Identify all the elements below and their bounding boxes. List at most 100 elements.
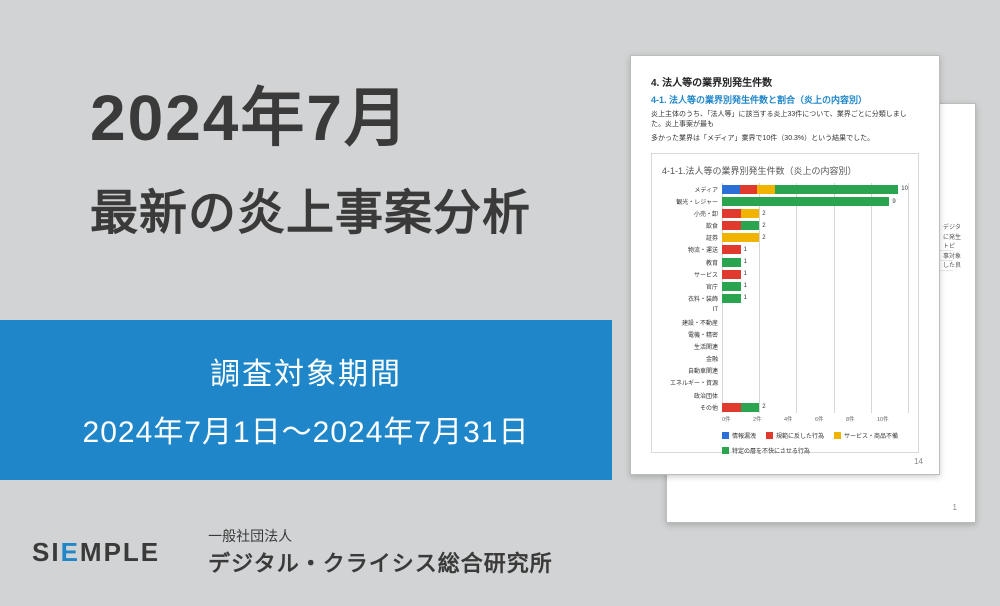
document-preview: デジタに発生トピ事対象した良 1 4. 法人等の業界別発生件数 4-1. 法人等… xyxy=(630,55,970,515)
xaxis-tick: 0件 xyxy=(722,415,753,423)
bar-segment xyxy=(722,403,741,412)
row-label: 飲食 xyxy=(662,221,722,230)
bar-segment xyxy=(722,294,741,303)
row-label: 観光・レジャー xyxy=(662,197,722,206)
row-value: 2 xyxy=(762,235,765,241)
row-bar xyxy=(722,354,908,363)
row-label: 教育 xyxy=(662,258,722,267)
legend-label: 規範に反した行為 xyxy=(776,431,824,440)
period-label: 調査対象期間 xyxy=(210,349,402,393)
row-value: 1 xyxy=(744,259,747,265)
legend-swatch xyxy=(722,432,729,439)
row-bar xyxy=(722,318,908,327)
row-value: 1 xyxy=(744,283,747,289)
row-bar: 1 xyxy=(722,282,908,291)
chart-row: 証券 2 xyxy=(662,232,908,244)
row-label: エネルギー・資源 xyxy=(662,378,722,387)
row-bar: 10 xyxy=(722,185,908,194)
row-bar xyxy=(722,306,908,315)
org-block: 一般社団法人 デジタル・クライシス総合研究所 xyxy=(208,526,553,578)
chart-row: 生活関連 xyxy=(662,341,908,353)
row-label: 証券 xyxy=(662,233,722,242)
row-label: 官庁 xyxy=(662,282,722,291)
row-label: 生活関連 xyxy=(662,342,722,351)
page-back-snippets: デジタに発生トピ事対象した良 xyxy=(943,224,961,272)
chart-row: 自動車関連 xyxy=(662,365,908,377)
bar-segment xyxy=(741,221,760,230)
bar-segment xyxy=(757,185,775,194)
org-top: 一般社団法人 xyxy=(208,526,553,546)
row-label: サービス xyxy=(662,270,722,279)
row-label: 金融 xyxy=(662,354,722,363)
chart-row: エネルギー・資源 xyxy=(662,377,908,389)
row-label: 物流・運送 xyxy=(662,245,722,254)
bar-segment xyxy=(722,209,741,218)
xaxis-tick: 2件 xyxy=(753,415,784,423)
section-desc-1: 炎上主体のうち、「法人等」に該当する炎上33件について、業界ごとに分類しました。… xyxy=(651,110,919,130)
chart-row: IT xyxy=(662,304,908,316)
row-label: 小売・卸 xyxy=(662,209,722,218)
row-label: 政治団体 xyxy=(662,391,722,400)
page-front-number: 14 xyxy=(914,457,923,466)
period-range: 2024年7月1日～2024年7月31日 xyxy=(83,407,530,451)
chart-row: メディア10 xyxy=(662,183,908,195)
chart-row: 金融 xyxy=(662,353,908,365)
chart-area: メディア10 観光・レジャー9小売・卸 2 飲食 2 証券 2 物流・運送 1 教育 1 サービス 1 官… xyxy=(662,183,908,413)
row-bar: 1 xyxy=(722,245,908,254)
bar-segment xyxy=(741,403,760,412)
legend-swatch xyxy=(766,432,773,439)
row-value: 10 xyxy=(901,186,908,192)
bar-segment xyxy=(740,185,758,194)
chart-row: 電機・精密 xyxy=(662,329,908,341)
row-value: 2 xyxy=(762,211,765,217)
chart-legend: 情報漏洩 規範に反した行為 サービス・商品不備特定の層を不快にさせる行為 xyxy=(722,431,908,455)
org-main: デジタル・クライシス総合研究所 xyxy=(208,546,553,578)
legend-item: 特定の層を不快にさせる行為 xyxy=(722,446,810,455)
legend-swatch xyxy=(834,432,841,439)
page-front: 4. 法人等の業界別発生件数 4-1. 法人等の業界別発生件数と割合（炎上の内容… xyxy=(630,55,940,475)
legend-label: 情報漏洩 xyxy=(732,431,756,440)
title-sub: 最新の炎上事案分析 xyxy=(90,173,531,243)
bar-segment xyxy=(775,185,898,194)
xaxis-tick: 4件 xyxy=(784,415,815,423)
row-value: 2 xyxy=(762,223,765,229)
row-bar: 1 xyxy=(722,294,908,303)
row-bar: 1 xyxy=(722,270,908,279)
bar-segment xyxy=(722,233,759,242)
chart-row: その他 2 xyxy=(662,401,908,413)
row-bar: 9 xyxy=(722,197,908,206)
row-label: 建設・不動産 xyxy=(662,318,722,327)
xaxis-tick: 8件 xyxy=(846,415,877,423)
row-value: 1 xyxy=(744,271,747,277)
row-value: 1 xyxy=(744,295,747,301)
legend-label: 特定の層を不快にさせる行為 xyxy=(732,446,810,455)
title-block: 2024年7月 最新の炎上事案分析 xyxy=(90,80,531,243)
row-label: その他 xyxy=(662,403,722,412)
bar-segment xyxy=(722,282,741,291)
legend-item: サービス・商品不備 xyxy=(834,431,898,440)
bar-segment xyxy=(722,270,741,279)
row-value: 2 xyxy=(762,404,765,410)
xaxis-tick: 10件 xyxy=(877,415,908,423)
row-value: 1 xyxy=(744,247,747,253)
row-bar: 2 xyxy=(722,221,908,230)
legend-swatch xyxy=(722,447,729,454)
row-label: 自動車関連 xyxy=(662,366,722,375)
chart-row: 衣料・装飾1 xyxy=(662,292,908,304)
row-bar: 2 xyxy=(722,233,908,242)
row-bar xyxy=(722,378,908,387)
chart-row: 飲食 2 xyxy=(662,220,908,232)
logo-part-post: MPLE xyxy=(80,537,160,567)
chart-row: 教育 1 xyxy=(662,256,908,268)
row-bar xyxy=(722,391,908,400)
bar-segment xyxy=(722,245,741,254)
logo-part-pre: SI xyxy=(32,537,61,567)
brand-logo: SIEMPLE xyxy=(32,537,160,568)
footer: SIEMPLE 一般社団法人 デジタル・クライシス総合研究所 xyxy=(32,526,553,578)
row-label: 電機・精密 xyxy=(662,330,722,339)
row-bar: 2 xyxy=(722,403,908,412)
legend-label: サービス・商品不備 xyxy=(844,431,898,440)
legend-item: 規範に反した行為 xyxy=(766,431,824,440)
xaxis-tick: 6件 xyxy=(815,415,846,423)
row-bar xyxy=(722,342,908,351)
